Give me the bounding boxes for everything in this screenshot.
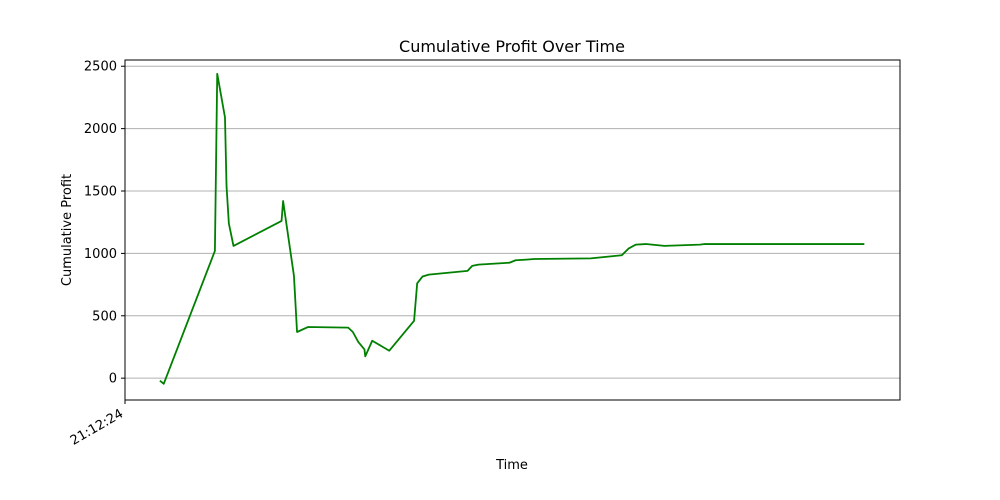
- y-tick-label: 2000: [84, 122, 117, 137]
- y-tick-label: 1500: [84, 185, 117, 200]
- plot-frame: [124, 59, 901, 401]
- y-tick-label: 1000: [84, 247, 117, 262]
- series-layer: [159, 72, 865, 385]
- chart-title: Cumulative Profit Over Time: [399, 37, 625, 56]
- x-axis: 21:12:24: [68, 400, 126, 449]
- y-tick-label: 2500: [84, 60, 117, 75]
- y-axis-label: Cumulative Profit: [60, 174, 75, 286]
- y-tick-label: 500: [92, 309, 117, 324]
- y-axis: 0 500 1000 1500 2000 2500: [84, 60, 125, 387]
- x-axis-label: Time: [495, 458, 528, 473]
- gridlines: [125, 65, 900, 379]
- series-line: [159, 72, 865, 385]
- y-tick-label: 0: [109, 372, 117, 387]
- x-tick-label: 21:12:24: [68, 406, 126, 448]
